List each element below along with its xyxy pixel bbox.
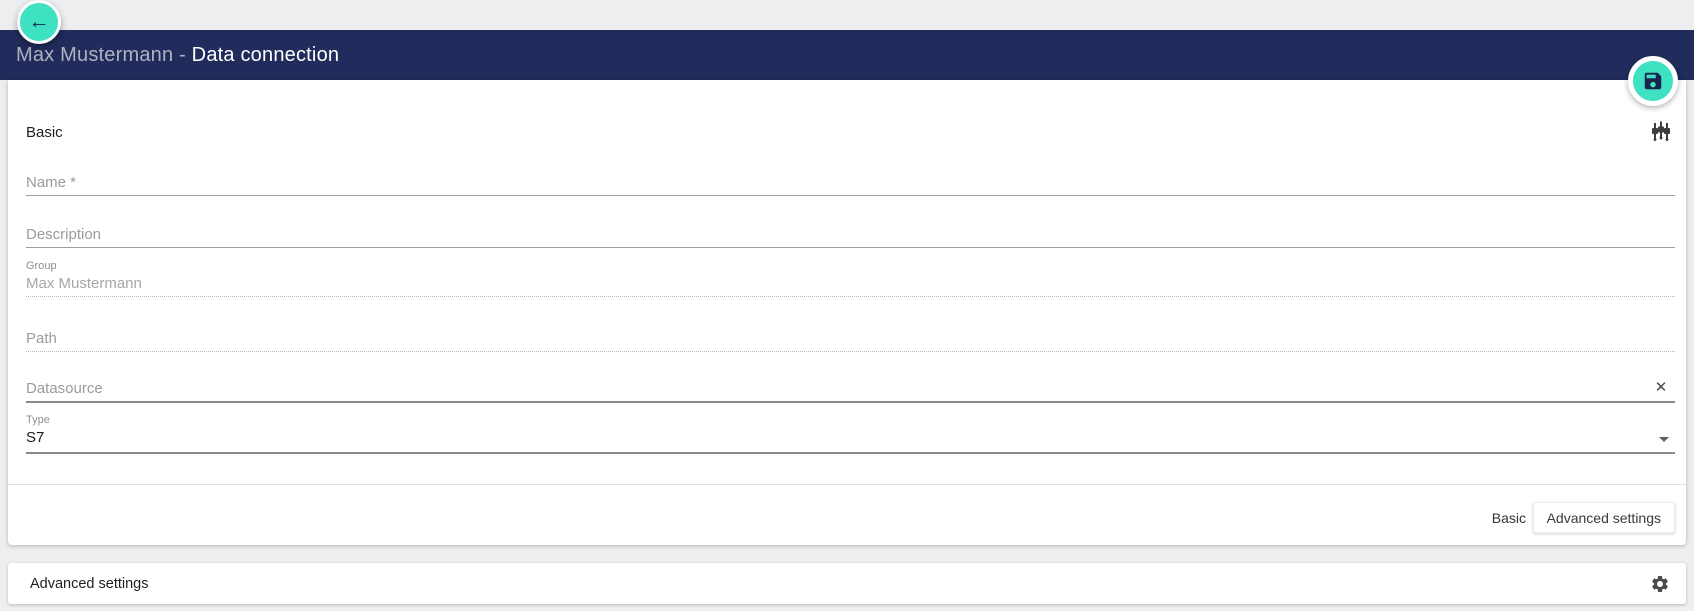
basic-section-heading: Basic bbox=[26, 124, 63, 141]
back-button[interactable]: ← bbox=[17, 0, 61, 44]
actions-divider bbox=[8, 484, 1686, 485]
type-field[interactable]: Type bbox=[26, 414, 1675, 454]
basic-tab-button[interactable]: Basic bbox=[1482, 504, 1536, 532]
dropdown-arrow-icon[interactable] bbox=[1659, 437, 1669, 442]
datasource-input[interactable] bbox=[26, 380, 1645, 401]
group-input bbox=[26, 275, 1675, 296]
path-input[interactable] bbox=[26, 330, 1675, 351]
advanced-settings-panel[interactable]: Advanced settings bbox=[8, 563, 1686, 604]
name-input[interactable] bbox=[26, 174, 1675, 195]
page-title: Max Mustermann - Data connection bbox=[16, 44, 339, 67]
description-field bbox=[26, 226, 1675, 248]
advanced-settings-button[interactable]: Advanced settings bbox=[1532, 502, 1675, 533]
tune-icon bbox=[1652, 121, 1670, 142]
save-button[interactable] bbox=[1628, 56, 1678, 106]
page-title-group: Max Mustermann - bbox=[16, 43, 192, 66]
save-icon bbox=[1644, 72, 1662, 90]
data-connection-form-card: Basic Group ✕ Type Basic Advanced settin… bbox=[8, 80, 1686, 545]
name-field bbox=[26, 174, 1675, 196]
advanced-settings-heading: Advanced settings bbox=[30, 575, 149, 592]
path-field bbox=[26, 330, 1675, 352]
type-select[interactable] bbox=[26, 429, 1645, 452]
description-input[interactable] bbox=[26, 226, 1675, 247]
tune-button[interactable] bbox=[1650, 120, 1672, 142]
page-header: Max Mustermann - Data connection bbox=[0, 30, 1694, 80]
group-field: Group bbox=[26, 260, 1675, 297]
clear-icon: ✕ bbox=[1654, 379, 1668, 396]
page-title-section: Data connection bbox=[191, 43, 340, 66]
datasource-field: ✕ bbox=[26, 378, 1675, 403]
gear-icon bbox=[1652, 575, 1668, 592]
group-label: Group bbox=[26, 260, 57, 272]
datasource-clear-button[interactable]: ✕ bbox=[1651, 378, 1671, 398]
back-arrow-icon: ← bbox=[28, 9, 50, 33]
type-label: Type bbox=[26, 414, 50, 426]
